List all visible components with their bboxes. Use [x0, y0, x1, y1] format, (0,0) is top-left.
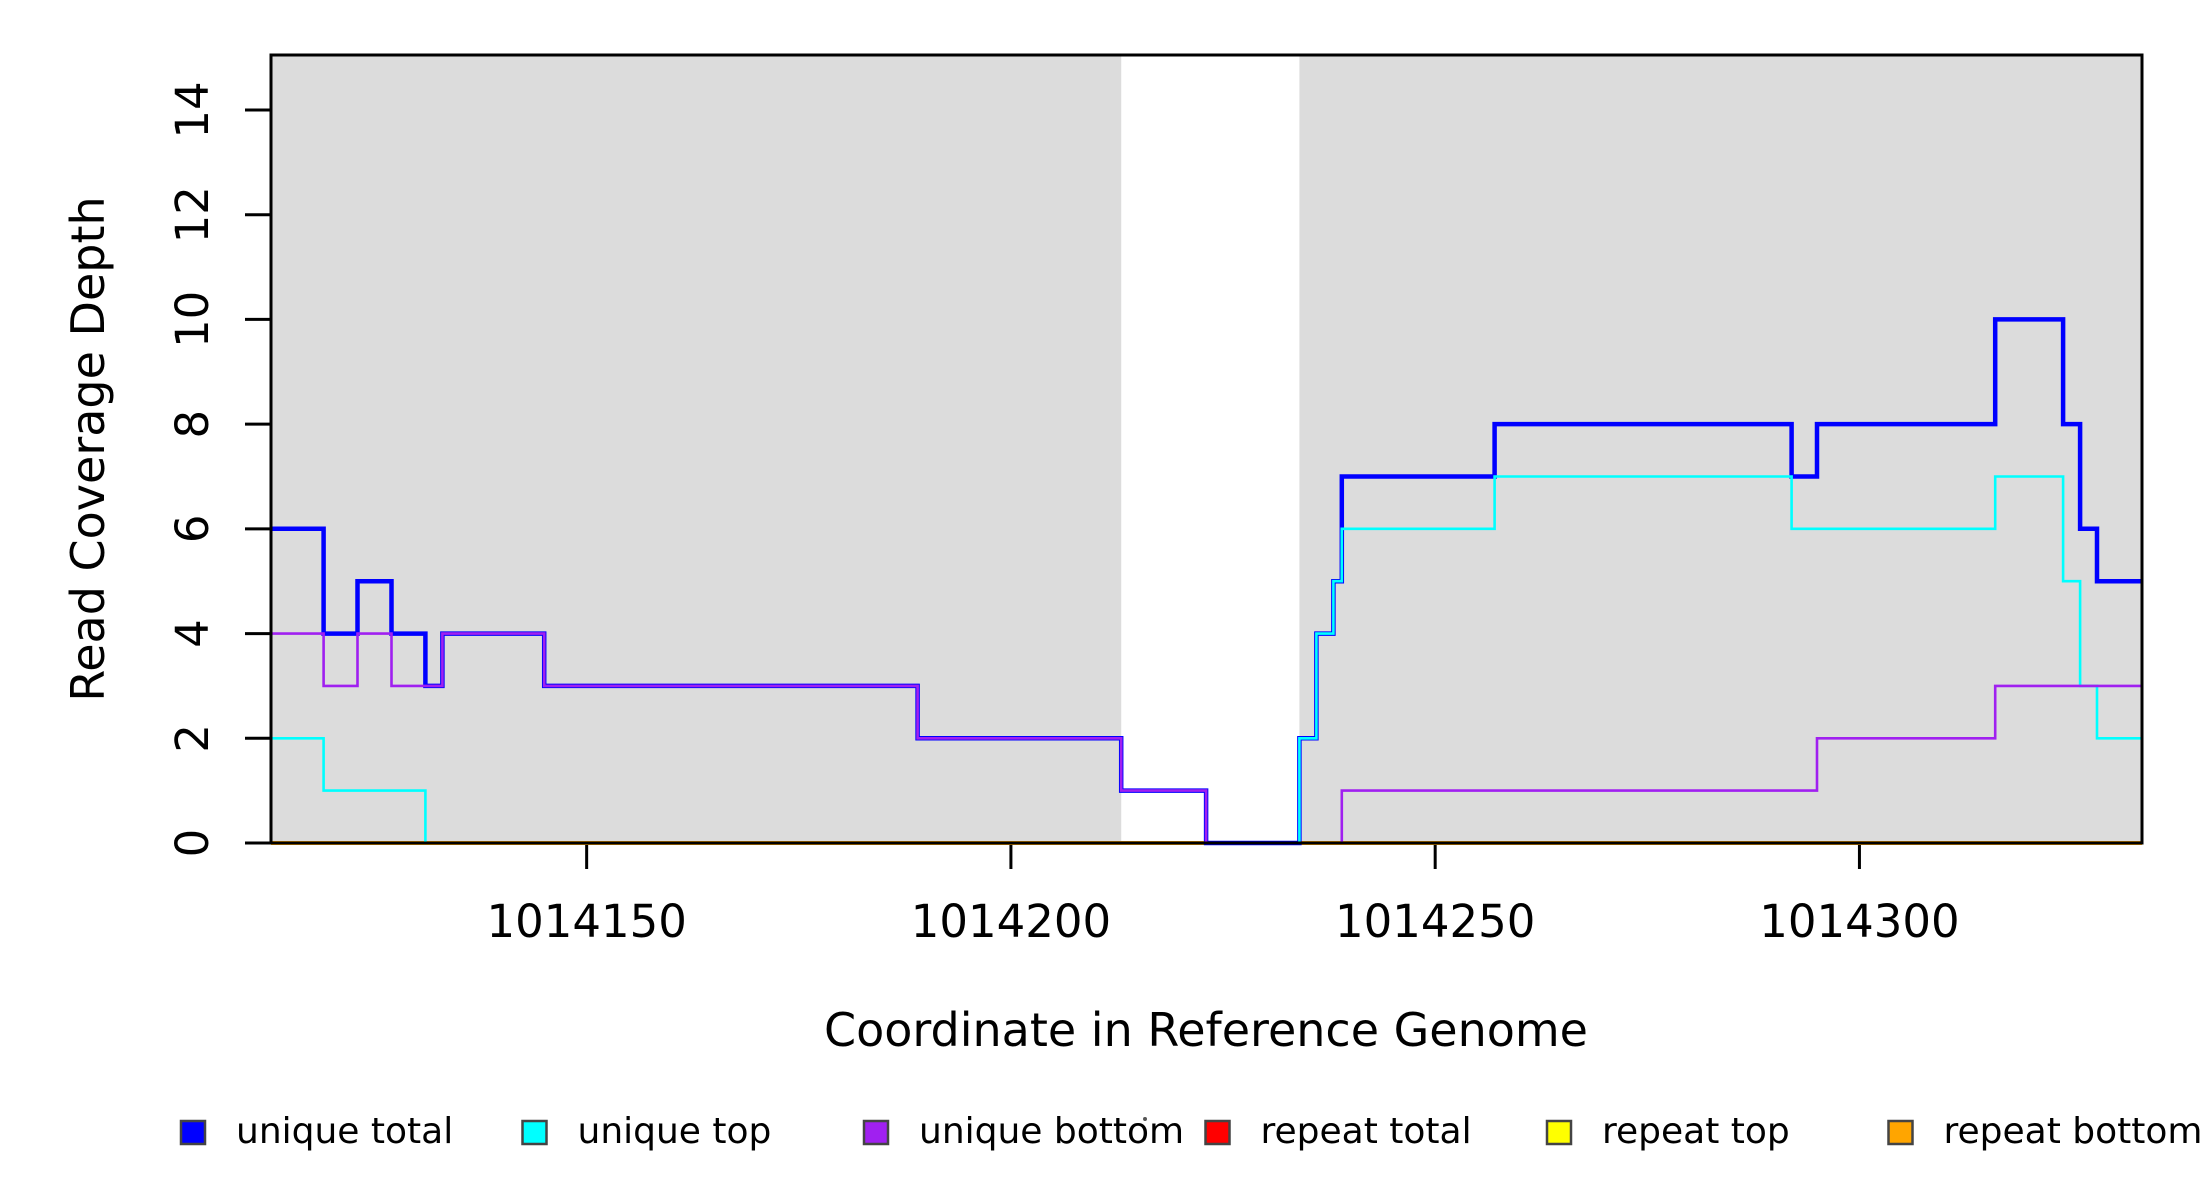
legend-item-unique-bottom: unique bottom — [862, 1111, 1184, 1152]
stray-mark — [1143, 1117, 1147, 1121]
legend-item-unique-total: unique total — [179, 1111, 453, 1152]
x-tick-label-3: 1014300 — [1759, 895, 1959, 948]
legend: unique total unique top unique bottom repea… — [179, 1111, 2200, 1152]
legend-label-repeat-top: repeat top — [1602, 1111, 1790, 1152]
legend-swatch-repeat-top — [1545, 1119, 1573, 1146]
y-tick-label-7: 14 — [166, 81, 219, 138]
legend-label-unique-total: unique total — [236, 1111, 453, 1152]
y-tick-label-2: 4 — [166, 619, 219, 648]
axis-ticks-layer: 1014150 1014200 1014250 1014300 0 2 4 6 8 10 12 14 — [166, 81, 1960, 948]
legend-item-repeat-bottom: repeat bottom — [1887, 1111, 2200, 1152]
legend-label-repeat-bottom: repeat bottom — [1944, 1111, 2200, 1152]
y-tick-label-1: 2 — [166, 724, 219, 753]
legend-item-repeat-top: repeat top — [1545, 1111, 1790, 1152]
x-tick-label-2: 1014250 — [1335, 895, 1535, 948]
x-axis-title: Coordinate in Reference Genome — [824, 1003, 1588, 1057]
legend-swatch-unique-top — [521, 1119, 548, 1146]
x-tick-label-1: 1014200 — [911, 895, 1111, 948]
shaded-regions-layer — [272, 56, 2141, 842]
legend-item-unique-top: unique top — [521, 1111, 772, 1152]
y-axis-title: Read Coverage Depth — [61, 196, 115, 701]
legend-swatch-repeat-total — [1204, 1119, 1231, 1146]
y-tick-label-5: 10 — [166, 291, 219, 348]
shaded-region-0 — [272, 56, 1122, 842]
x-tick-label-0: 1014150 — [486, 895, 686, 948]
legend-item-repeat-total: repeat total — [1204, 1111, 1472, 1152]
legend-label-unique-bottom: unique bottom — [919, 1111, 1184, 1152]
legend-swatch-unique-total — [179, 1119, 207, 1146]
plot-frame — [269, 53, 2144, 845]
series-line-unique-bottom — [271, 632, 2142, 845]
y-tick-label-4: 8 — [166, 410, 219, 439]
y-tick-label-0: 0 — [166, 829, 219, 858]
y-tick-label-3: 6 — [166, 515, 219, 544]
shaded-region-1 — [1299, 56, 2141, 842]
legend-label-repeat-total: repeat total — [1261, 1111, 1472, 1152]
legend-swatch-repeat-bottom — [1887, 1119, 1914, 1146]
y-tick-label-6: 12 — [166, 186, 219, 243]
legend-swatch-unique-bottom — [862, 1119, 890, 1146]
legend-label-unique-top: unique top — [578, 1111, 772, 1152]
